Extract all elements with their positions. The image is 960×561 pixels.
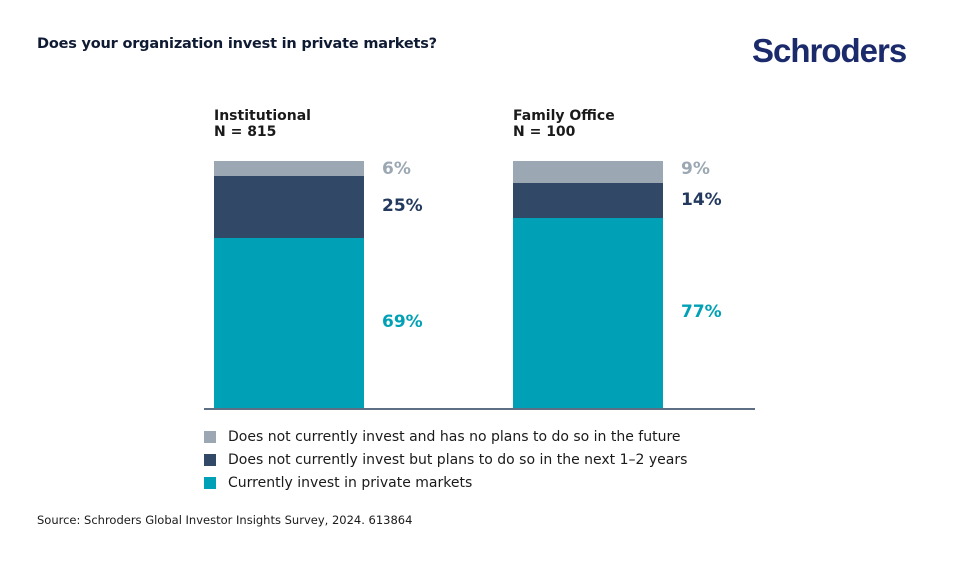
data-label: 25%	[382, 195, 423, 216]
legend-swatch	[204, 476, 216, 489]
bar-segment-family-office-0	[513, 217, 663, 408]
chart-title: Does your organization invest in private…	[37, 36, 437, 52]
legend-label: Does not currently invest and has no pla…	[228, 428, 681, 445]
group-name: Institutional	[214, 108, 311, 124]
group-label-institutional: Institutional N = 815	[214, 108, 311, 140]
bar-segment-family-office-1	[513, 183, 663, 218]
legend-item-plans: Does not currently invest but plans to d…	[204, 448, 687, 471]
data-label: 6%	[382, 159, 411, 179]
data-label: 69%	[382, 311, 423, 332]
source-note: Source: Schroders Global Investor Insigh…	[37, 513, 413, 527]
bar-segment-institutional-2	[214, 161, 364, 176]
group-n: N = 815	[214, 124, 277, 140]
schroders-logo: Schroders	[752, 32, 907, 69]
legend: Does not currently invest and has no pla…	[204, 425, 687, 494]
data-label: 9%	[681, 159, 710, 179]
bar-segment-family-office-2	[513, 161, 663, 184]
group-label-family-office: Family Office N = 100	[513, 108, 615, 140]
legend-item-no-plans: Does not currently invest and has no pla…	[204, 425, 687, 448]
bar-segment-institutional-1	[214, 175, 364, 238]
legend-label: Does not currently invest but plans to d…	[228, 451, 688, 468]
legend-swatch	[204, 453, 216, 466]
legend-item-currently-invest: Currently invest in private markets	[204, 471, 687, 494]
bar-segment-institutional-0	[214, 237, 364, 408]
x-axis-line	[204, 408, 755, 410]
group-n: N = 100	[513, 124, 576, 140]
group-name: Family Office	[513, 108, 615, 124]
data-label: 77%	[681, 301, 722, 322]
legend-label: Currently invest in private markets	[228, 474, 473, 491]
legend-swatch	[204, 430, 216, 443]
data-label: 14%	[681, 189, 722, 210]
